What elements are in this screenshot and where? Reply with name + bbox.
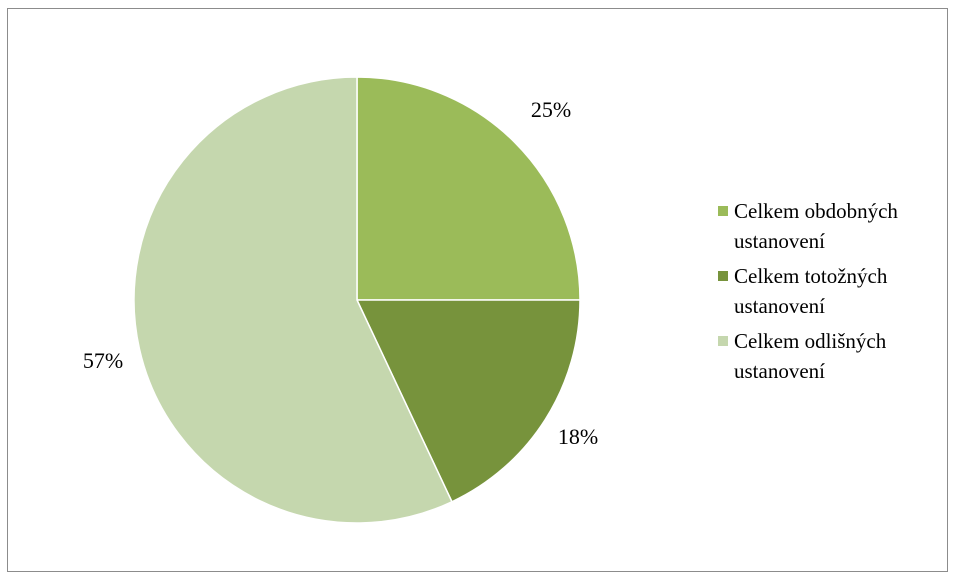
- pie-slice-odlisnych: [133, 76, 453, 524]
- legend-swatch-obdobnych: [718, 206, 728, 216]
- legend-swatch-totoznych: [718, 271, 728, 281]
- legend-item-totoznych: Celkem totožných ustanovení: [718, 261, 948, 321]
- legend-label-odlisnych: Celkem odlišných ustanovení: [734, 329, 887, 383]
- data-label-totoznych: 18%: [558, 424, 598, 449]
- legend: Celkem obdobných ustanovení Celkem totož…: [718, 196, 948, 391]
- legend-item-odlisnych: Celkem odlišných ustanovení: [718, 326, 948, 386]
- legend-label-totoznych: Celkem totožných ustanovení: [734, 264, 888, 318]
- legend-item-obdobnych: Celkem obdobných ustanovení: [718, 196, 948, 256]
- pie-slice-totoznych: [355, 299, 581, 503]
- data-label-obdobnych: 25%: [531, 97, 571, 122]
- pie-slice-obdobnych: [356, 76, 581, 301]
- data-label-odlisnych: 57%: [83, 348, 123, 373]
- legend-label-obdobnych: Celkem obdobných ustanovení: [734, 199, 898, 253]
- legend-swatch-odlisnych: [718, 336, 728, 346]
